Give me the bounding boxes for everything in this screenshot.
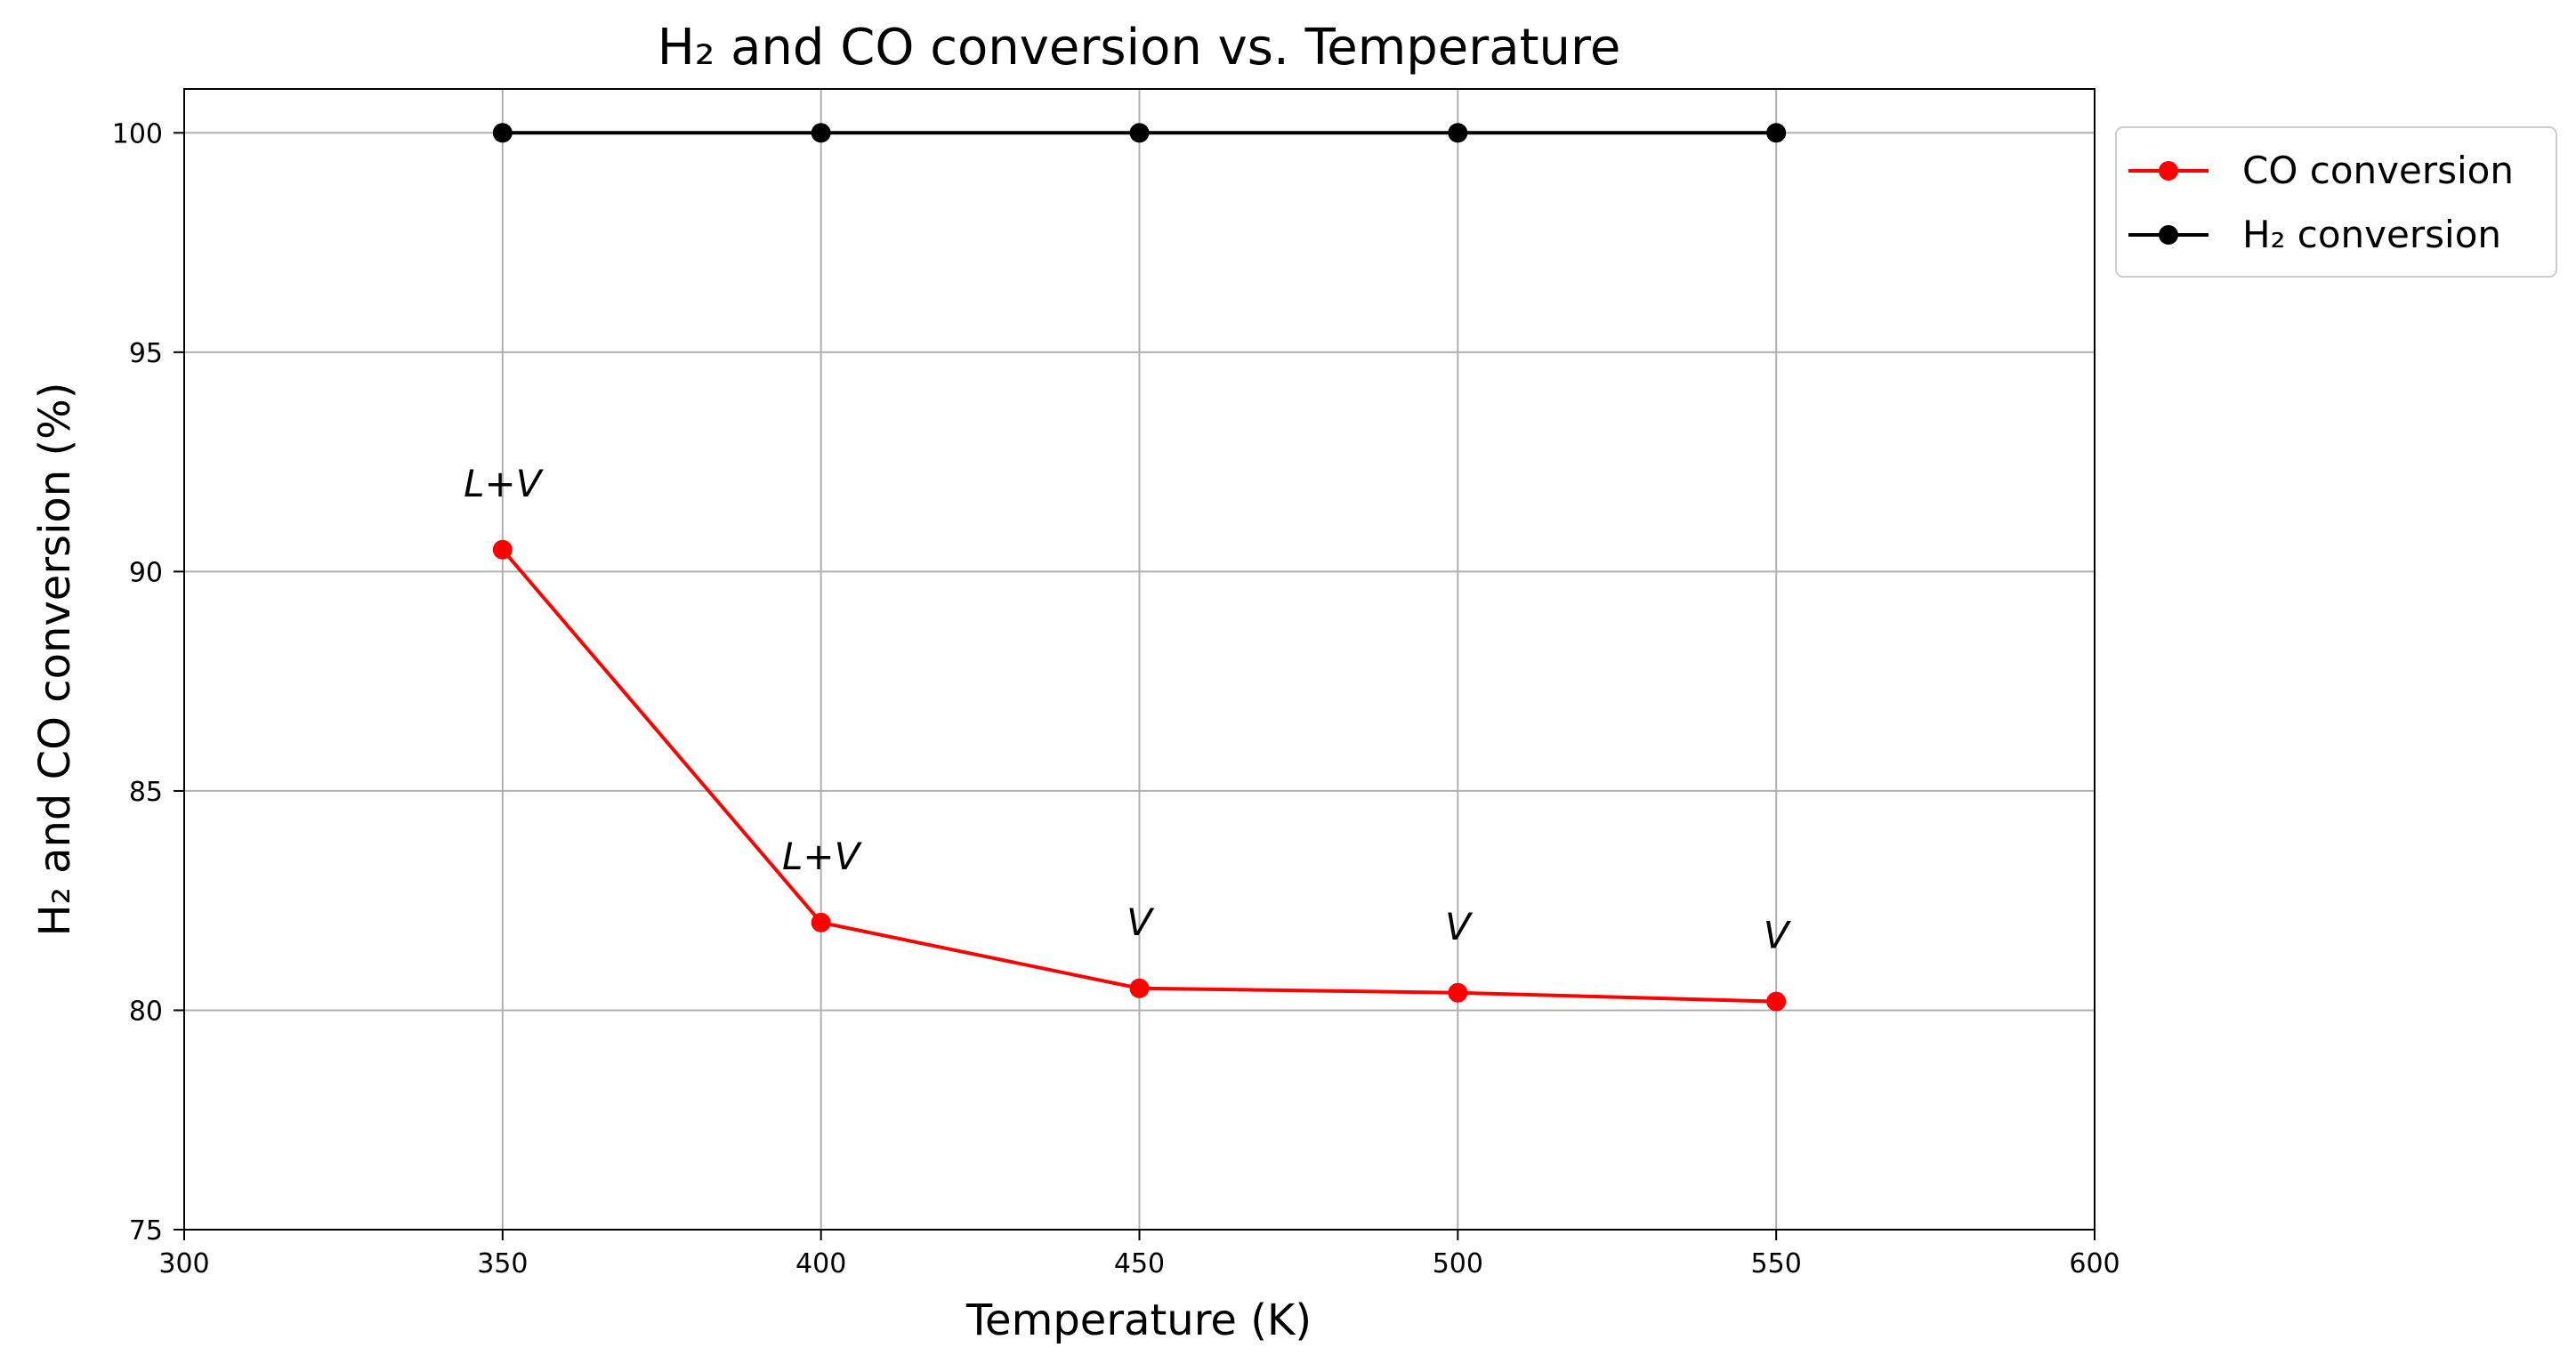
data-point-co-conversion <box>492 539 513 560</box>
data-point-h2-conversion <box>1448 123 1468 143</box>
y-tick-label: 95 <box>129 338 163 369</box>
data-point-h2-conversion <box>492 123 513 143</box>
data-point-co-conversion <box>1448 982 1468 1003</box>
legend-label-co: CO conversion <box>2242 149 2514 192</box>
y-tick-label: 80 <box>129 996 163 1027</box>
data-point-co-conversion <box>1766 991 1787 1012</box>
x-tick-label: 300 <box>158 1248 209 1279</box>
axis-ticks: 300 350 400 450 500 550 600 75 80 85 90 95 100 <box>112 118 2120 1279</box>
x-tick-label: 600 <box>2069 1248 2120 1279</box>
phase-annotation: V <box>1126 900 1155 944</box>
data-point-h2-conversion <box>811 123 831 143</box>
legend-box <box>2115 126 2557 278</box>
legend: CO conversion H₂ conversion <box>2115 126 2557 278</box>
legend-label-h2: H₂ conversion <box>2242 213 2501 256</box>
y-axis-title: H₂ and CO conversion (%) <box>30 382 80 936</box>
data-point-h2-conversion <box>1766 123 1787 143</box>
y-tick-label: 100 <box>112 118 163 149</box>
x-axis-title: Temperature (K) <box>965 1295 1312 1345</box>
x-tick-label: 500 <box>1433 1248 1483 1279</box>
legend-marker-co <box>2159 161 2178 181</box>
legend-marker-h2 <box>2159 225 2178 245</box>
chart-title: H₂ and CO conversion vs. Temperature <box>658 19 1621 77</box>
phase-annotation: V <box>1445 905 1474 948</box>
y-tick-label: 90 <box>129 557 163 588</box>
phase-annotation: L+V <box>464 462 545 505</box>
data-point-h2-conversion <box>1129 123 1150 143</box>
phase-annotation: L+V <box>782 835 863 878</box>
data-point-co-conversion <box>1129 978 1150 998</box>
data-point-co-conversion <box>811 912 831 932</box>
x-tick-label: 450 <box>1114 1248 1165 1279</box>
series-layer <box>492 123 1787 1012</box>
y-tick-label: 75 <box>129 1215 163 1247</box>
y-tick-label: 85 <box>129 777 163 808</box>
x-tick-label: 550 <box>1751 1248 1802 1279</box>
annotations: L+V L+V V V V <box>464 462 1792 957</box>
phase-annotation: V <box>1764 914 1792 957</box>
plot-frame <box>183 88 2096 1231</box>
x-tick-label: 400 <box>795 1248 846 1279</box>
x-tick-label: 350 <box>477 1248 528 1279</box>
